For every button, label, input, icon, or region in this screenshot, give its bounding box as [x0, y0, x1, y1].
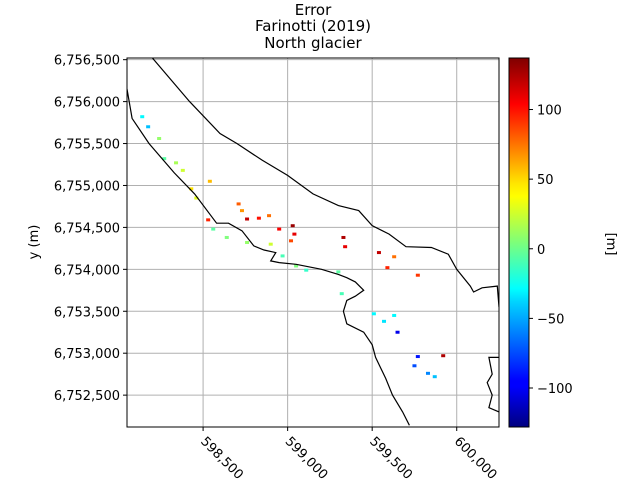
colorbar-ticks: −100 −50 0 50 100 [529, 104, 573, 397]
error-cell [277, 227, 282, 231]
error-cell [376, 251, 381, 255]
colorbar-label: [m] [603, 233, 618, 256]
plot-frame [126, 57, 500, 428]
error-cell [371, 312, 376, 316]
error-cell [268, 242, 273, 246]
error-cell [207, 179, 212, 183]
error-cell [392, 313, 397, 317]
error-cell [239, 209, 244, 213]
colorbar-tick-label: 0 [537, 243, 545, 258]
grid-lines [127, 58, 499, 427]
error-cell [245, 217, 250, 221]
error-cell [412, 364, 417, 368]
title-line: Error [295, 1, 332, 19]
error-cell [290, 224, 295, 228]
error-cell [415, 355, 420, 359]
error-cell [211, 227, 216, 231]
y-tick-label: 6,754,000 [54, 263, 120, 278]
y-tick-label: 6,755,000 [54, 179, 120, 194]
title-line: North glacier [264, 34, 362, 52]
y-tick-label: 6,756,500 [54, 54, 120, 69]
error-cell [174, 161, 179, 165]
colorbar-tick-label: −100 [537, 382, 573, 397]
error-cell [267, 214, 272, 218]
error-cell [392, 255, 397, 259]
y-tick-label: 6,753,000 [54, 347, 120, 362]
x-tick-label: 599,000 [282, 434, 331, 480]
error-cell [146, 125, 151, 129]
y-axis-ticks: 6,752,500 6,753,000 6,753,500 6,754,000 6,75… [54, 54, 127, 404]
y-tick-label: 6,756,000 [54, 96, 120, 111]
colorbar-tick-label: 100 [537, 104, 562, 119]
colorbar-tick-label: −50 [537, 312, 564, 327]
error-cell [189, 187, 194, 191]
error-cell [415, 273, 420, 277]
error-cell [343, 245, 348, 249]
error-cell [292, 232, 297, 236]
x-tick-label: 598,500 [197, 434, 246, 480]
error-cell [206, 218, 211, 222]
upper-glacier-outline [151, 58, 499, 308]
x-axis-ticks: 598,500 599,000 599,500 600,000 [197, 427, 500, 480]
title-line: Farinotti (2019) [255, 17, 371, 35]
error-cell [339, 292, 344, 296]
lower-glacier-outline [127, 88, 410, 426]
error-cell [289, 239, 294, 243]
y-tick-label: 6,755,500 [54, 138, 120, 153]
colorbar [508, 57, 530, 428]
error-cell [236, 202, 241, 206]
x-tick-label: 599,500 [366, 434, 415, 480]
error-cell [341, 235, 346, 239]
y-axis-label: y (m) [27, 225, 42, 260]
error-cell [245, 241, 250, 244]
right-glacier-outline [486, 356, 499, 413]
error-cell [304, 268, 309, 272]
error-cell [140, 115, 145, 119]
error-cell [157, 137, 162, 141]
error-cell [385, 266, 390, 270]
y-tick-label: 6,754,500 [54, 221, 120, 236]
error-cell [194, 196, 199, 200]
error-cell [180, 168, 185, 172]
error-cell [395, 330, 400, 334]
y-tick-label: 6,752,500 [54, 389, 120, 404]
error-cell [441, 354, 446, 358]
error-cell [280, 254, 285, 258]
error-cell [382, 319, 387, 323]
y-tick-label: 6,753,500 [54, 305, 120, 320]
x-tick-label: 600,000 [451, 434, 500, 480]
colorbar-tick-label: 50 [537, 173, 554, 188]
chart-title: Error Farinotti (2019) North glacier [255, 1, 371, 52]
glacier-outline [127, 58, 499, 426]
error-cell [336, 270, 341, 274]
error-cell [224, 235, 229, 239]
error-cell [294, 264, 299, 268]
error-cell [425, 371, 430, 375]
error-cell [162, 157, 167, 161]
error-map [140, 115, 446, 379]
error-cell [256, 216, 261, 220]
error-cell [432, 375, 437, 379]
